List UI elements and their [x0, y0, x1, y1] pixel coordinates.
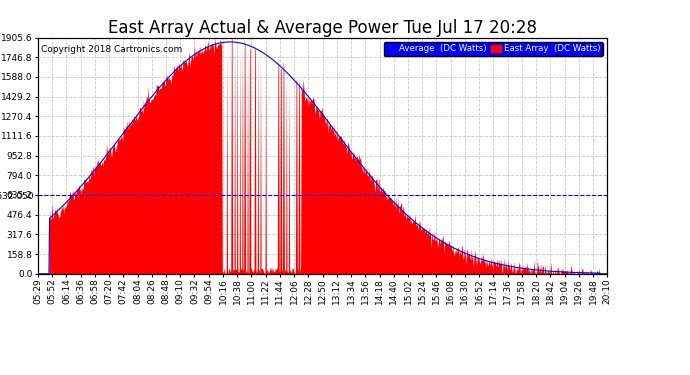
Text: Copyright 2018 Cartronics.com: Copyright 2018 Cartronics.com: [41, 45, 182, 54]
Title: East Array Actual & Average Power Tue Jul 17 20:28: East Array Actual & Average Power Tue Ju…: [108, 20, 537, 38]
Legend: Average  (DC Watts), East Array  (DC Watts): Average (DC Watts), East Array (DC Watts…: [384, 42, 603, 56]
